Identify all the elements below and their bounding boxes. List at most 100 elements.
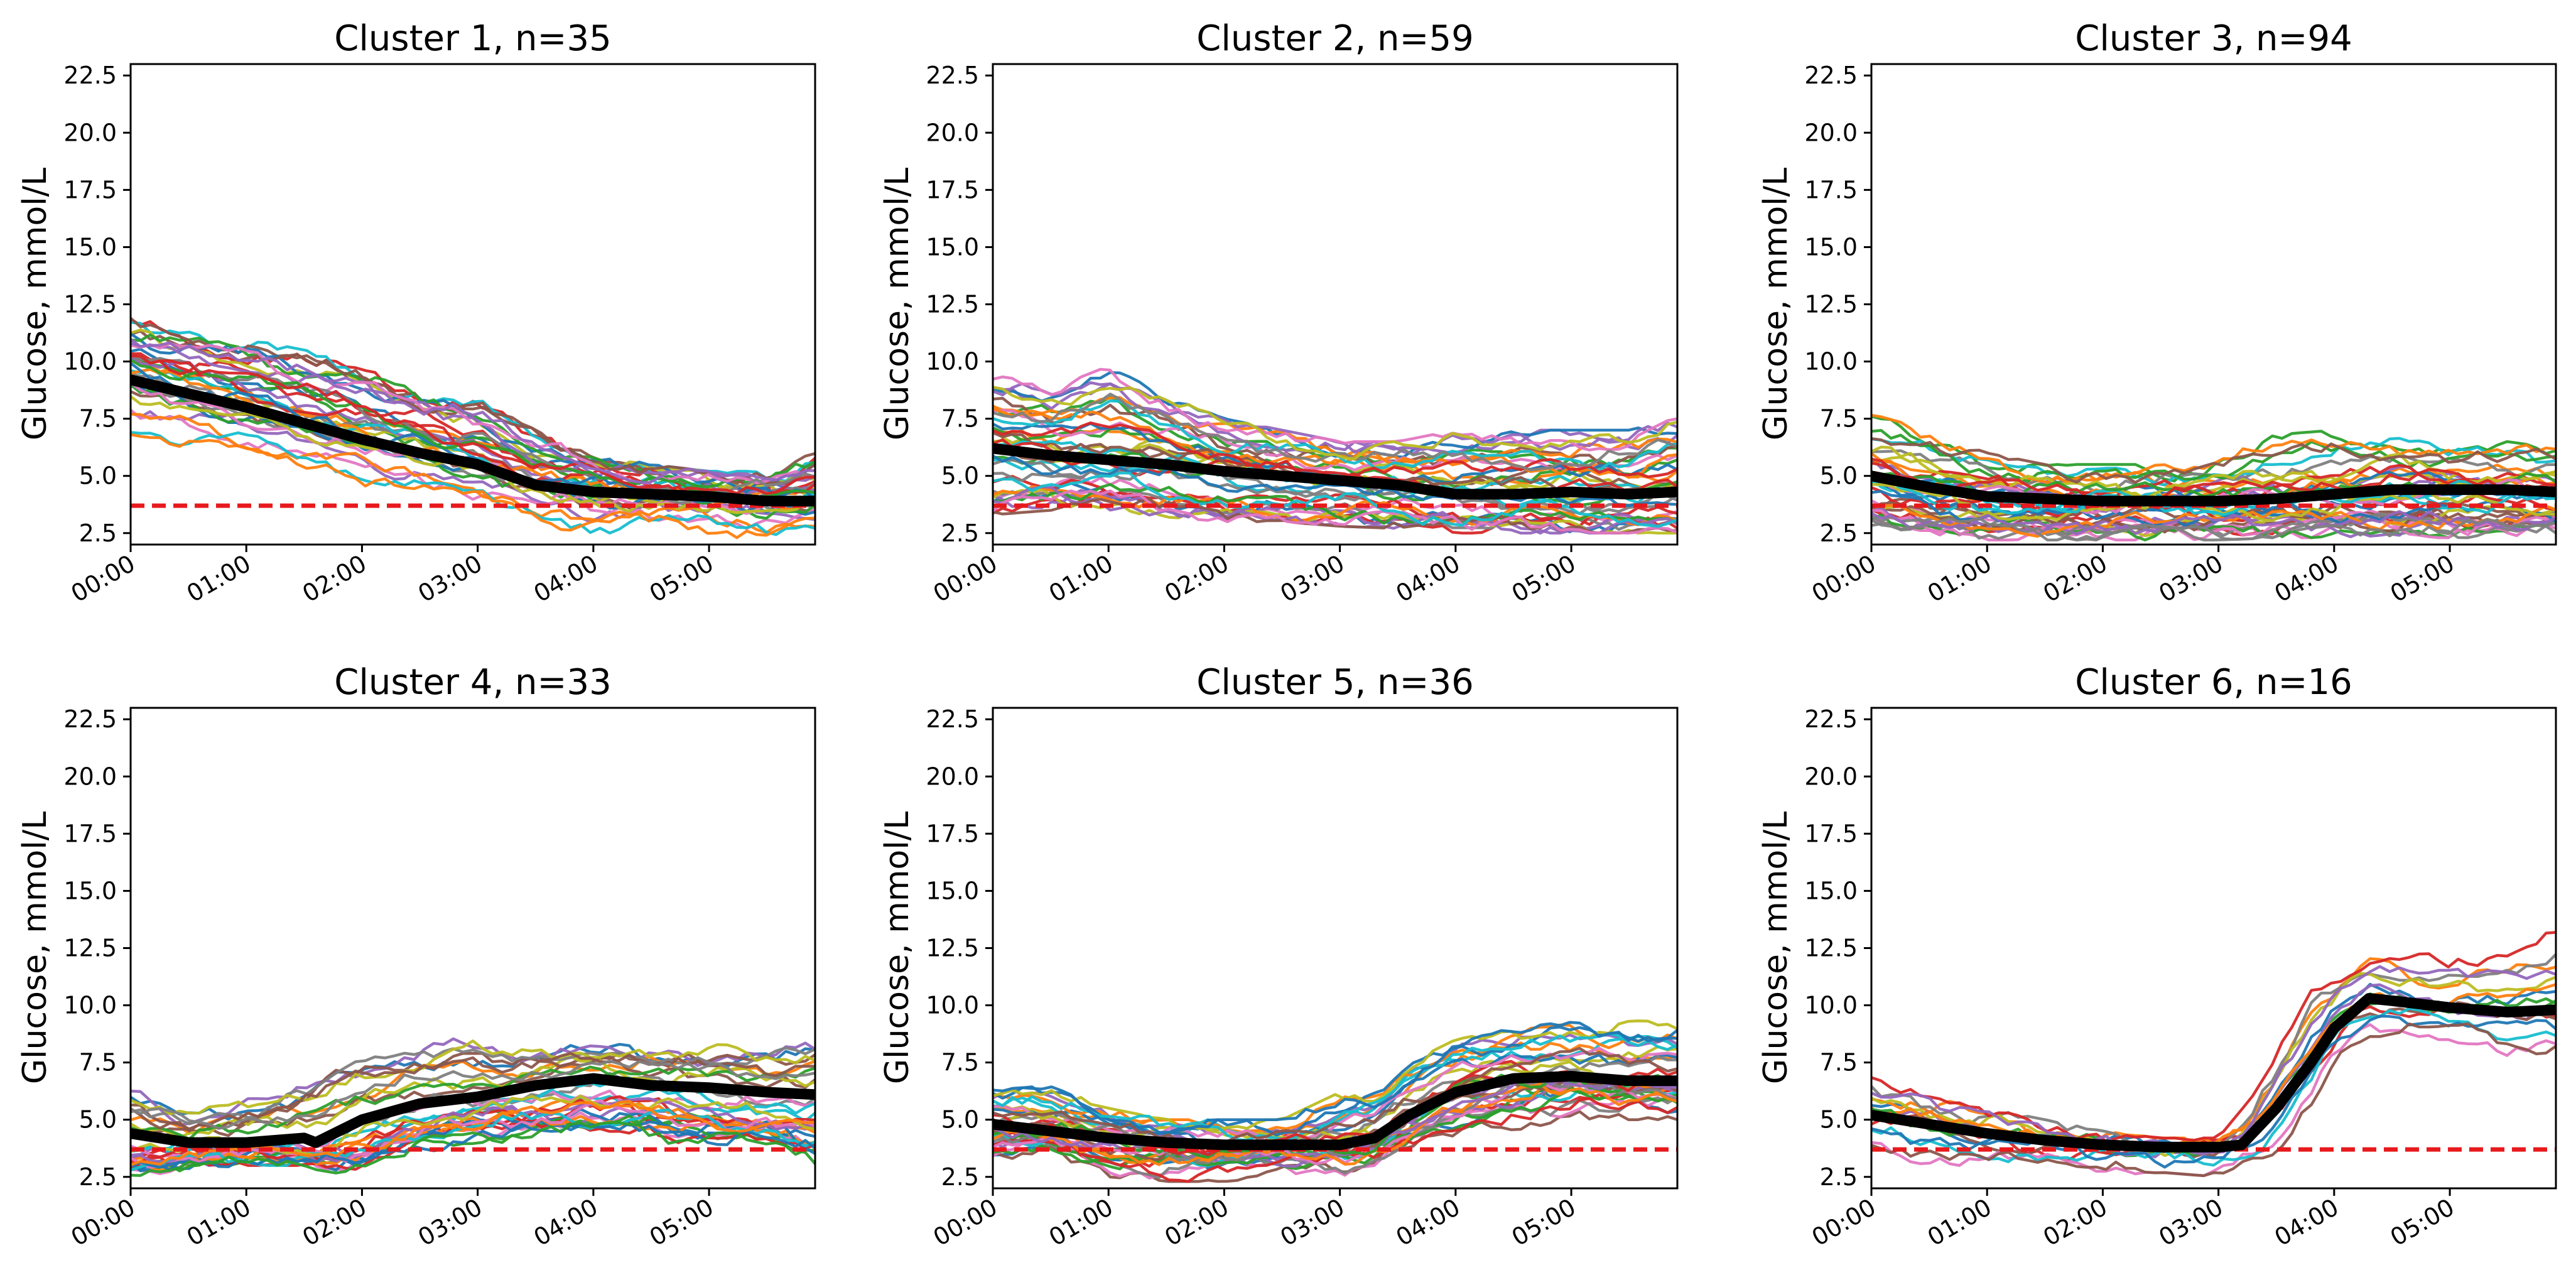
series-line (993, 367, 1677, 452)
y-tick-label: 10.0 (926, 348, 979, 376)
series-line (1871, 457, 2556, 506)
series-line (993, 371, 1677, 459)
panel-title: Cluster 4, n=33 (334, 662, 611, 703)
series-line (1871, 1014, 2556, 1169)
y-axis-label: Glucose, mmol/L (879, 811, 916, 1084)
series-line (131, 354, 815, 496)
y-tick-label: 12.5 (926, 291, 979, 318)
series-line (993, 454, 1677, 507)
y-tick-label: 12.5 (63, 291, 117, 318)
series-line (1871, 516, 2556, 541)
y-tick-label: 2.5 (1820, 1163, 1858, 1191)
y-axis-label: Glucose, mmol/L (16, 811, 54, 1084)
y-tick-label: 17.5 (926, 176, 979, 203)
series-line (993, 471, 1677, 528)
panel-title: Cluster 3, n=94 (2075, 18, 2352, 59)
panel-cluster-4: Cluster 4, n=33 Glucose, mmol/L 2.5 5.0 7.… (16, 662, 816, 1252)
y-axis-label: Glucose, mmol/L (1757, 811, 1795, 1084)
y-tick-label: 5.0 (941, 1106, 979, 1134)
y-tick-label: 12.5 (63, 935, 117, 962)
y-tick-label: 20.0 (1804, 119, 1858, 146)
y-tick-label: 5.0 (79, 1106, 117, 1134)
y-tick-label: 7.5 (941, 405, 979, 433)
series-group (131, 317, 815, 540)
series-line (131, 433, 815, 540)
plot-area (993, 1019, 1677, 1183)
series-line (993, 386, 1677, 460)
y-axis-label: Glucose, mmol/L (16, 168, 54, 440)
series-line (1871, 510, 2556, 535)
y-tick-label: 7.5 (941, 1049, 979, 1077)
y-tick-label: 17.5 (63, 176, 117, 203)
y-tick-label: 12.5 (1804, 935, 1858, 962)
y-tick-label: 2.5 (941, 1163, 979, 1191)
series-line (131, 342, 815, 485)
series-line (131, 1051, 815, 1133)
series-line (1871, 504, 2556, 538)
series-line (993, 1046, 1677, 1144)
series-line (993, 489, 1677, 535)
y-tick-label: 22.5 (1804, 62, 1858, 89)
series-line (1871, 445, 2556, 501)
plot-area (993, 367, 1677, 535)
panel-title: Cluster 1, n=35 (334, 18, 611, 59)
series-line (1871, 437, 2556, 484)
series-line (993, 1082, 1677, 1166)
y-tick-label: 17.5 (1804, 820, 1858, 847)
series-group (993, 1019, 1677, 1183)
y-tick-label: 5.0 (1820, 462, 1858, 490)
panel-title: Cluster 5, n=36 (1196, 662, 1473, 703)
y-tick-label: 15.0 (63, 877, 117, 904)
y-tick-label: 2.5 (79, 1163, 117, 1191)
plot-area (1871, 931, 2556, 1178)
series-line (993, 1019, 1677, 1131)
series-line (1871, 931, 2556, 1143)
series-line (1871, 475, 2556, 517)
y-tick-label: 5.0 (1820, 1106, 1858, 1134)
series-line (131, 1065, 815, 1141)
mean-line (1871, 470, 2556, 507)
panel-title: Cluster 2, n=59 (1196, 18, 1473, 59)
y-tick-label: 2.5 (941, 519, 979, 547)
y-tick-label: 12.5 (1804, 291, 1858, 318)
mean-line (993, 443, 1677, 500)
y-tick-label: 15.0 (1804, 233, 1858, 261)
y-tick-label: 22.5 (63, 705, 117, 733)
y-axis-label: Glucose, mmol/L (1757, 168, 1795, 440)
y-tick-label: 2.5 (79, 519, 117, 547)
series-line (993, 1095, 1677, 1180)
y-tick-label: 20.0 (63, 119, 117, 146)
panel-cluster-2: Cluster 2, n=59 Glucose, mmol/L 2.5 5.0 7.… (879, 18, 1679, 608)
series-line (131, 329, 815, 487)
series-line (1871, 512, 2556, 541)
y-tick-label: 22.5 (1804, 705, 1858, 733)
y-tick-label: 2.5 (1820, 519, 1858, 547)
series-line (131, 1120, 815, 1177)
y-tick-label: 22.5 (926, 705, 979, 733)
series-line (993, 407, 1677, 479)
series-group (131, 1037, 815, 1177)
y-axis-label: Glucose, mmol/L (879, 168, 916, 440)
mean-line (1871, 993, 2556, 1153)
y-tick-label: 22.5 (926, 62, 979, 89)
plot-area (131, 1037, 815, 1177)
y-tick-label: 10.0 (1804, 348, 1858, 376)
panel-title: Cluster 6, n=16 (2075, 662, 2352, 703)
series-line (131, 383, 815, 520)
y-tick-label: 20.0 (1804, 762, 1858, 790)
panel-cluster-3: Cluster 3, n=94 Glucose, mmol/L 2.5 5.0 7.… (1757, 18, 2557, 608)
y-tick-label: 10.0 (63, 348, 117, 376)
series-line (131, 317, 815, 486)
series-line (993, 1046, 1677, 1148)
series-group (1871, 931, 2556, 1178)
mean-line (993, 1071, 1677, 1151)
panel-cluster-1: Cluster 1, n=35 Glucose, mmol/L 2.5 5.0 7.… (16, 18, 816, 608)
y-tick-label: 22.5 (63, 62, 117, 89)
y-tick-label: 10.0 (63, 992, 117, 1019)
series-line (131, 1039, 815, 1115)
y-tick-label: 15.0 (926, 877, 979, 904)
series-group (1871, 413, 2556, 541)
series-line (1871, 483, 2556, 523)
